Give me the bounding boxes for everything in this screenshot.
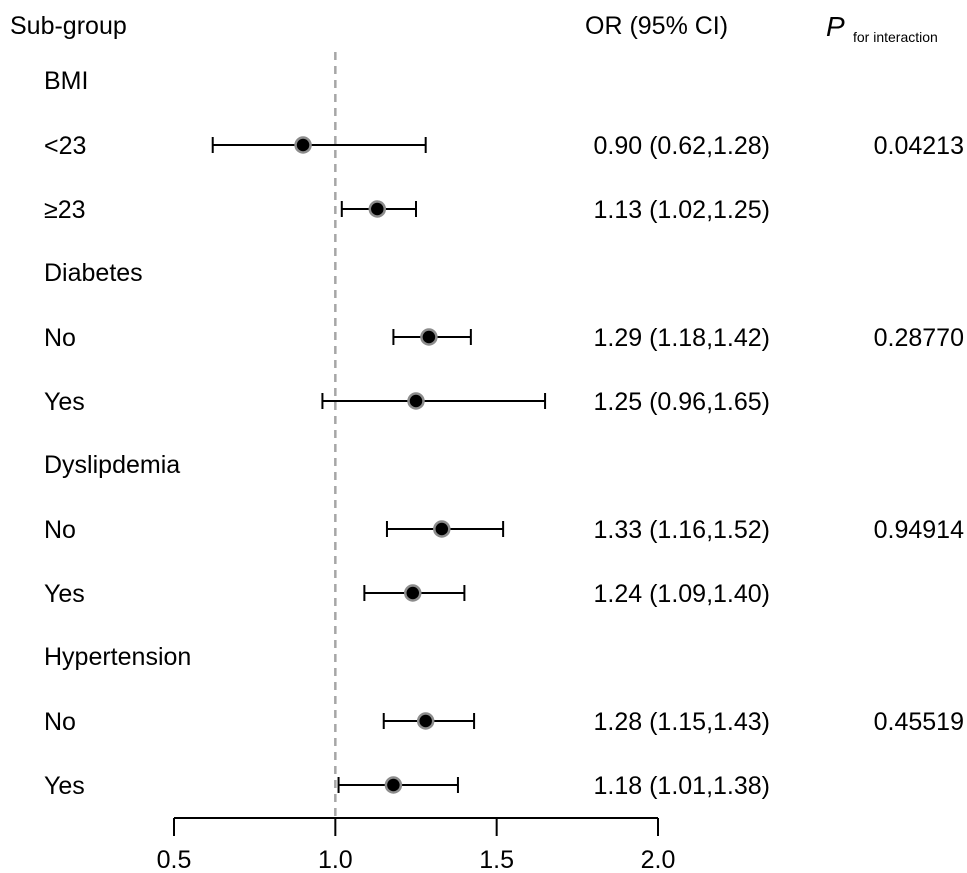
or-point <box>404 584 422 602</box>
rows-layer: BMI <23 0.90 (0.62,1.28) 0.04213 ≥23 1.13 (1.… <box>44 67 964 800</box>
x-tick-label: 1.5 <box>479 846 514 873</box>
or-point <box>420 328 438 346</box>
row-label: No <box>44 324 76 352</box>
group-label: BMI <box>44 67 88 95</box>
group-label: Dyslipdemia <box>44 451 180 479</box>
header-p-subscript: for interaction <box>853 29 938 45</box>
or-ci-text: 1.13 (1.02,1.25) <box>593 196 770 224</box>
row-label: Yes <box>44 388 85 416</box>
or-ci-text: 1.29 (1.18,1.42) <box>593 324 770 352</box>
or-point <box>368 200 387 218</box>
or-point <box>384 776 403 794</box>
group-label: Diabetes <box>44 259 143 287</box>
or-point <box>416 712 435 730</box>
or-point <box>433 520 451 538</box>
row-label: No <box>44 516 76 544</box>
x-tick-label: 1.0 <box>318 846 353 873</box>
row-label: Yes <box>44 772 85 800</box>
or-ci-text: 0.90 (0.62,1.28) <box>593 132 770 160</box>
row-label: No <box>44 708 76 736</box>
or-point <box>407 392 425 410</box>
or-ci-text: 1.25 (0.96,1.65) <box>593 388 770 416</box>
p-interaction-value: 0.45519 <box>874 708 964 736</box>
p-interaction-value: 0.28770 <box>874 324 964 352</box>
p-interaction-value: 0.04213 <box>874 132 964 160</box>
header-or-ci: OR (95% CI) <box>585 12 728 40</box>
row-label: Yes <box>44 580 85 608</box>
group-label: Hypertension <box>44 643 191 671</box>
or-ci-text: 1.18 (1.01,1.38) <box>593 772 770 800</box>
x-axis: 0.5 1.0 1.5 2.0 <box>157 817 676 873</box>
or-point <box>294 136 312 154</box>
x-tick-label: 2.0 <box>641 846 676 873</box>
header-subgroup: Sub-group <box>10 12 127 40</box>
row-label: <23 <box>44 132 86 160</box>
x-tick-label: 0.5 <box>157 846 192 873</box>
or-ci-text: 1.24 (1.09,1.40) <box>593 580 770 608</box>
row-label: ≥23 <box>44 196 86 224</box>
p-interaction-value: 0.94914 <box>874 516 964 544</box>
or-ci-text: 1.33 (1.16,1.52) <box>593 516 770 544</box>
header-p-symbol: P <box>826 11 845 42</box>
or-ci-text: 1.28 (1.15,1.43) <box>593 708 770 736</box>
